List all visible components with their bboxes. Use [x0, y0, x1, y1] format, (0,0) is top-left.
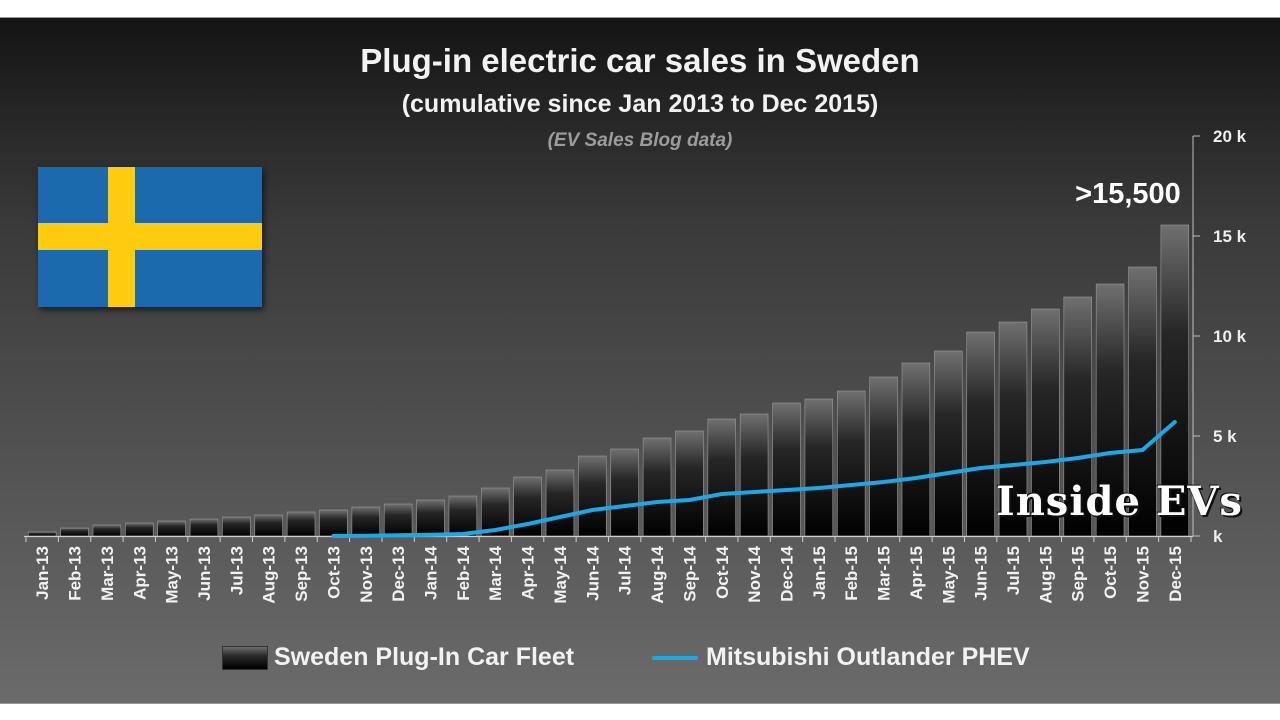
bar-Jul-13	[222, 516, 251, 537]
bar-Mar-13	[92, 524, 122, 537]
x-tick-label: May-15	[939, 546, 958, 604]
y-tick-label: 10 k	[1213, 327, 1247, 346]
chart-title: Plug-in electric car sales in Sweden	[360, 42, 920, 79]
legend-line-swatch	[652, 655, 698, 660]
x-tick-label: May-14	[551, 545, 570, 603]
bar-Feb-14	[448, 495, 478, 537]
bar-Feb-13	[60, 527, 89, 537]
x-tick-label: Mar-14	[486, 545, 505, 600]
y-tick-label: k	[1213, 527, 1223, 546]
x-tick-label: Dec-13	[389, 546, 408, 602]
x-tick-label: Nov-13	[357, 546, 376, 603]
bar-Sep-14	[675, 430, 704, 537]
x-tick-label: Aug-15	[1036, 546, 1055, 604]
chart-legend: Sweden Plug-In Car Fleet Mitsubishi Outl…	[0, 643, 1280, 683]
bar-Sep-13	[286, 511, 316, 537]
bar-Jan-13	[27, 531, 57, 537]
x-tick-label: Aug-14	[648, 545, 667, 603]
legend-item-fleet: Sweden Plug-In Car Fleet	[222, 643, 574, 672]
bar-Nov-13	[351, 506, 381, 537]
legend-label-outlander: Mitsubishi Outlander PHEV	[706, 643, 1030, 671]
bar-Jun-13	[189, 518, 219, 537]
bar-Sep-15	[1063, 296, 1092, 537]
x-tick-label: Apr-14	[519, 545, 538, 599]
bar-May-14	[545, 469, 575, 537]
bar-Jun-15	[966, 331, 995, 537]
x-tick-label: Aug-13	[260, 546, 279, 604]
bar-Jun-14	[578, 455, 607, 537]
x-tick-label: Apr-15	[907, 546, 926, 600]
x-tick-label: Jul-14	[616, 545, 635, 595]
legend-label-fleet: Sweden Plug-In Car Fleet	[274, 643, 575, 671]
bar-Apr-13	[125, 522, 154, 537]
bar-Aug-15	[1031, 308, 1060, 537]
x-tick-label: Sep-14	[680, 545, 699, 601]
x-tick-label: Dec-15	[1166, 546, 1185, 602]
x-tick-label: Apr-13	[130, 546, 149, 600]
legend-bar-swatch	[222, 645, 268, 670]
x-tick-label: Jun-14	[583, 545, 602, 600]
x-tick-label: Nov-14	[745, 545, 764, 602]
y-tick-label: 15 k	[1213, 227, 1247, 246]
x-tick-label: Jun-13	[195, 546, 214, 601]
bar-May-13	[157, 520, 186, 537]
bar-May-15	[934, 350, 963, 537]
x-tick-label: Jan-15	[810, 546, 829, 600]
x-tick-label: Jan-14	[422, 545, 441, 599]
x-tick-label: Jan-13	[33, 546, 52, 600]
x-tick-label: Feb-15	[842, 546, 861, 601]
x-tick-label: Jun-15	[972, 546, 991, 601]
x-tick-label: Sep-13	[292, 546, 311, 602]
x-tick-label: Oct-15	[1101, 546, 1120, 599]
x-tick-label: Mar-15	[875, 546, 894, 601]
bar-Aug-13	[254, 514, 283, 537]
x-tick-label: Mar-13	[98, 546, 117, 601]
bar-Jan-15	[804, 398, 834, 537]
legend-item-outlander: Mitsubishi Outlander PHEV	[652, 643, 1030, 672]
outlander-line	[331, 420, 1177, 538]
bar-Aug-14	[642, 437, 672, 537]
bar-Feb-15	[836, 390, 866, 537]
inside-evs-watermark: Inside EVs	[996, 478, 1243, 525]
x-tick-label: May-13	[163, 546, 182, 604]
chart-subtitle: (cumulative since Jan 2013 to Dec 2015)	[401, 90, 879, 118]
bar-Dec-14	[772, 402, 801, 537]
x-tick-label: Jul-15	[1004, 546, 1023, 595]
bar-Jul-14	[610, 448, 639, 537]
bar-Jan-14	[416, 499, 445, 537]
x-tick-label: Jul-13	[227, 546, 246, 595]
bar-Dec-13	[383, 503, 413, 537]
bar-Nov-14	[739, 413, 769, 537]
bar-Mar-15	[869, 376, 898, 537]
bar-Apr-15	[901, 362, 931, 537]
x-tick-label: Sep-15	[1069, 546, 1088, 602]
x-tick-label: Dec-14	[777, 545, 796, 601]
chart-frame: Plug-in electric car sales in Sweden (cu…	[0, 17, 1280, 704]
bar-Oct-15	[1095, 283, 1125, 537]
x-tick-label: Feb-13	[66, 546, 85, 601]
sweden-flag	[38, 167, 262, 307]
bar-Oct-13	[319, 509, 348, 537]
y-tick-label: 5 k	[1213, 427, 1237, 446]
chart-source-note: (EV Sales Blog data)	[547, 130, 733, 151]
bar-Jul-15	[998, 321, 1028, 537]
chart-plot: k 5 k 10 k 15 k 20 k Jan-13 Feb-13 Mar-13 Apr-13…	[24, 127, 1247, 604]
x-tick-label: Oct-13	[324, 546, 343, 599]
bar-Oct-14	[707, 418, 736, 537]
x-tick-label: Nov-15	[1133, 546, 1152, 603]
x-tick-label: Feb-14	[454, 545, 473, 600]
x-tick-label: Oct-14	[713, 545, 732, 598]
y-tick-label: 20 k	[1213, 127, 1247, 146]
annotation-total: >15,500	[1075, 178, 1181, 210]
bar-Dec-15	[1160, 224, 1190, 537]
